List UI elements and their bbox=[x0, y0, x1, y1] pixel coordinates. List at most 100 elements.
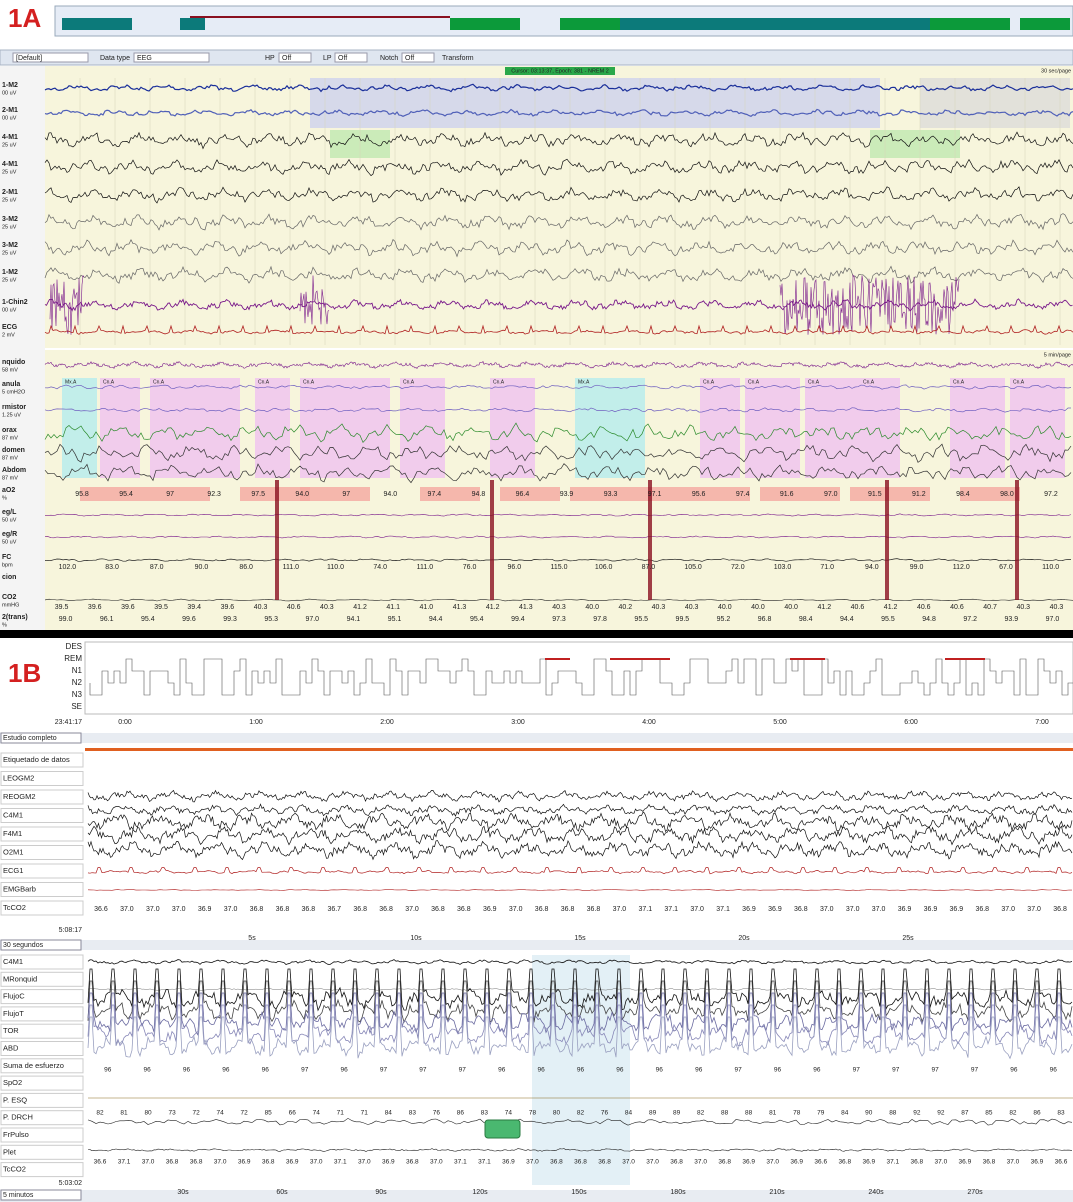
overview-block bbox=[450, 18, 520, 30]
spo2-value: 96 bbox=[695, 1067, 703, 1074]
dropdown-value[interactable]: [Default] bbox=[16, 55, 42, 62]
dropdown-value[interactable]: Estudio completo bbox=[3, 735, 57, 742]
pulse-value: 73 bbox=[168, 1110, 176, 1117]
tcco2-value: 39.6 bbox=[121, 604, 135, 611]
channel-name: cion bbox=[2, 574, 16, 581]
tcco2-value: 39.6 bbox=[88, 604, 102, 611]
tcco2-value: 36.8 bbox=[670, 1159, 683, 1166]
pulse-value: 81 bbox=[120, 1110, 128, 1117]
tcco2-value: 36.7 bbox=[327, 906, 341, 913]
sao2-value: 94.0 bbox=[295, 491, 309, 498]
dropdown-value[interactable]: EEG bbox=[137, 55, 152, 62]
trans-value: 93.9 bbox=[1005, 616, 1019, 623]
toolbar-label: Transform bbox=[442, 55, 474, 62]
tcco2-value: 36.9 bbox=[950, 906, 964, 913]
tcco2-value: 37.0 bbox=[142, 1159, 155, 1166]
trans-value: 94.1 bbox=[347, 616, 361, 623]
sao2-value: 97.5 bbox=[251, 491, 265, 498]
tcco2-value: 39.6 bbox=[221, 604, 235, 611]
overview-block bbox=[62, 18, 132, 30]
channel-name: 2-M1 bbox=[2, 107, 18, 114]
dropdown-value[interactable]: Off bbox=[405, 55, 414, 62]
sao2-value: 93.3 bbox=[604, 491, 618, 498]
fc-value: 94.0 bbox=[865, 564, 879, 571]
fc-value: 111.0 bbox=[283, 564, 300, 571]
pulse-value: 74 bbox=[217, 1110, 225, 1117]
tcco2-value: 36.8 bbox=[587, 906, 601, 913]
spo2-value: 97 bbox=[971, 1067, 979, 1074]
pulse-value: 85 bbox=[265, 1110, 273, 1117]
channel-name: 4-M1 bbox=[2, 134, 18, 141]
spo2-value: 96 bbox=[1010, 1067, 1018, 1074]
event-box bbox=[150, 378, 240, 478]
tcco2-value: 37.0 bbox=[694, 1159, 707, 1166]
tcco2-value: 41.2 bbox=[353, 604, 367, 611]
trans-value: 96.1 bbox=[100, 616, 114, 623]
sao2-value: 94.8 bbox=[472, 491, 486, 498]
time-tick: 30s bbox=[177, 1189, 189, 1196]
tcco2-value: 37.0 bbox=[120, 906, 134, 913]
dropdown-value[interactable]: Off bbox=[282, 55, 291, 62]
tcco2-value: 36.8 bbox=[379, 906, 393, 913]
sao2-value: 95.8 bbox=[75, 491, 89, 498]
dropdown-value[interactable]: 30 segundos bbox=[3, 942, 44, 949]
highlight bbox=[870, 130, 960, 158]
tcco2-value: 40.6 bbox=[287, 604, 301, 611]
tcco2-value: 37.0 bbox=[846, 906, 860, 913]
label-strip bbox=[85, 748, 1073, 751]
spo2-value: 97 bbox=[734, 1067, 742, 1074]
event-label: Cn.A bbox=[808, 379, 820, 385]
channel-unit: 5 cmH2O bbox=[2, 389, 26, 395]
tcco2-value: 36.9 bbox=[483, 906, 497, 913]
spo2-value: 96 bbox=[104, 1067, 112, 1074]
trans-value: 96.8 bbox=[758, 616, 772, 623]
pulse-value: 74 bbox=[505, 1110, 513, 1117]
fc-value: 83.0 bbox=[105, 564, 119, 571]
channel-name: ECG bbox=[2, 324, 18, 331]
pulse-value: 81 bbox=[769, 1110, 777, 1117]
artifact bbox=[1015, 480, 1019, 600]
event-label: Cn.A bbox=[258, 379, 270, 385]
time-tick: 25s bbox=[902, 935, 914, 942]
pulse-value: 66 bbox=[289, 1110, 297, 1117]
tcco2-value: 40.0 bbox=[784, 604, 798, 611]
sao2-value: 97 bbox=[342, 491, 350, 498]
time-tick: 5s bbox=[248, 935, 256, 942]
channel-name: aO2 bbox=[2, 487, 15, 494]
pulse-value: 82 bbox=[1009, 1110, 1017, 1117]
dropdown-value[interactable]: Off bbox=[338, 55, 347, 62]
fc-value: 115.0 bbox=[551, 564, 568, 571]
sao2-value: 95.4 bbox=[119, 491, 133, 498]
dropdown-value[interactable]: 5 minutos bbox=[3, 1192, 34, 1199]
pulse-value: 92 bbox=[913, 1110, 921, 1117]
trans-value: 97.3 bbox=[552, 616, 566, 623]
fc-value: 72.0 bbox=[731, 564, 745, 571]
time-tick: 120s bbox=[472, 1189, 488, 1196]
stage-label: DES bbox=[66, 642, 82, 651]
event-label: Cn.A bbox=[748, 379, 760, 385]
overview-block bbox=[180, 18, 205, 30]
event-box bbox=[400, 378, 445, 478]
channel-name: Plet bbox=[3, 1147, 17, 1156]
tcco2-value: 37.1 bbox=[334, 1159, 347, 1166]
tcco2-value: 36.8 bbox=[276, 906, 290, 913]
tcco2-value: 37.0 bbox=[146, 906, 160, 913]
channel-name: Suma de esfuerzo bbox=[3, 1061, 64, 1070]
spo2-value: 96 bbox=[183, 1067, 191, 1074]
screenshot: 1A 1B [Default]Data typeEEGHPOffLPOffNot… bbox=[0, 0, 1073, 1202]
tcco2-value: 41.2 bbox=[486, 604, 500, 611]
overview-block bbox=[930, 18, 1010, 30]
sao2-value: 97.1 bbox=[648, 491, 662, 498]
pulse-value: 76 bbox=[433, 1110, 441, 1117]
tcco2-value: 41.3 bbox=[453, 604, 467, 611]
trans-value: 97.2 bbox=[963, 616, 977, 623]
tcco2-value: 36.9 bbox=[742, 906, 756, 913]
desat-box bbox=[300, 487, 370, 501]
trans-value: 99.0 bbox=[59, 616, 73, 623]
pulse-value: 88 bbox=[745, 1110, 753, 1117]
tcco2-value: 37.0 bbox=[690, 906, 704, 913]
tcco2-value: 37.0 bbox=[509, 906, 523, 913]
fc-value: 103.0 bbox=[774, 564, 792, 571]
time-tick: 15s bbox=[574, 935, 586, 942]
spo2-value: 96 bbox=[340, 1067, 348, 1074]
